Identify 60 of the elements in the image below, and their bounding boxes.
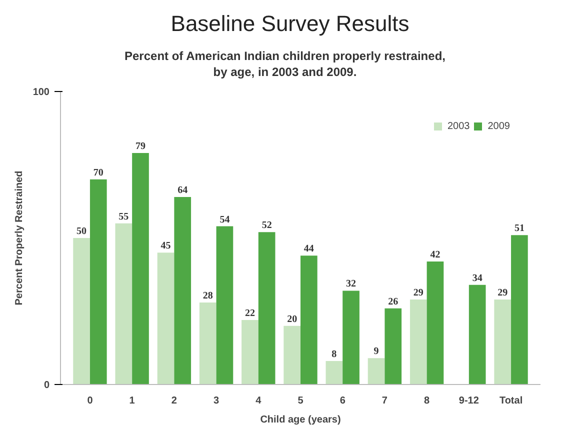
x-tick-label: 4 bbox=[256, 395, 262, 406]
data-label: 42 bbox=[430, 249, 440, 260]
bar bbox=[174, 196, 192, 384]
legend-label: 2003 bbox=[448, 120, 470, 132]
bar bbox=[300, 255, 318, 384]
bar bbox=[132, 152, 149, 384]
bar bbox=[73, 238, 90, 384]
data-label: 45 bbox=[160, 240, 171, 252]
bar bbox=[368, 358, 385, 384]
data-label: 64 bbox=[178, 184, 188, 196]
x-tick-label: 2 bbox=[171, 395, 178, 406]
bar bbox=[216, 226, 234, 384]
x-tick-label: 8 bbox=[424, 395, 430, 406]
bar bbox=[242, 320, 258, 384]
data-label: 79 bbox=[136, 140, 146, 152]
data-label: 26 bbox=[388, 296, 398, 307]
bar bbox=[258, 232, 276, 384]
x-tick-label: 3 bbox=[214, 395, 220, 406]
data-label: 28 bbox=[202, 290, 213, 302]
bar bbox=[199, 302, 216, 384]
data-label: 52 bbox=[262, 220, 272, 231]
data-label: 22 bbox=[244, 308, 255, 319]
data-label: 32 bbox=[346, 278, 356, 290]
data-label: 29 bbox=[413, 287, 424, 298]
x-tick-label: 9-12 bbox=[458, 395, 480, 406]
x-tick-label: 5 bbox=[298, 395, 304, 406]
data-label: 9 bbox=[374, 346, 379, 357]
y-tick-label: 100 bbox=[32, 86, 50, 98]
bar bbox=[284, 326, 300, 384]
bar bbox=[384, 308, 402, 384]
data-label: 51 bbox=[514, 222, 524, 234]
y-axis-title: Percent Properly Restrained bbox=[14, 170, 25, 305]
bar bbox=[342, 290, 360, 384]
x-tick-label: Total bbox=[499, 395, 523, 406]
bar bbox=[115, 222, 132, 384]
data-label: 54 bbox=[220, 214, 230, 225]
bar bbox=[494, 299, 512, 384]
bar bbox=[511, 234, 528, 384]
bar bbox=[326, 360, 343, 384]
data-label: 29 bbox=[498, 287, 508, 298]
bar bbox=[90, 179, 107, 384]
data-label: 44 bbox=[304, 243, 314, 254]
x-tick-label: 6 bbox=[340, 395, 346, 406]
bar bbox=[410, 299, 427, 384]
chart-subtitle: Percent of American Indian children properly restrained, by age, in 2003 and 2009. bbox=[124, 49, 446, 81]
data-label: 34 bbox=[472, 272, 482, 284]
legend-label: 2009 bbox=[488, 120, 510, 132]
bar bbox=[157, 252, 174, 384]
data-label: 20 bbox=[287, 314, 298, 325]
data-label: 50 bbox=[76, 226, 87, 237]
x-tick-label: 7 bbox=[382, 395, 388, 406]
data-label: 55 bbox=[118, 210, 129, 222]
x-tick-label: 0 bbox=[87, 395, 94, 406]
data-label: 70 bbox=[93, 167, 104, 178]
x-axis-title: Child age (years) bbox=[260, 414, 341, 426]
bar bbox=[426, 261, 444, 384]
x-tick-label: 1 bbox=[129, 395, 136, 406]
chart-title: Baseline Survey Results bbox=[170, 10, 410, 38]
data-label: 8 bbox=[332, 348, 337, 360]
bar bbox=[468, 284, 486, 384]
